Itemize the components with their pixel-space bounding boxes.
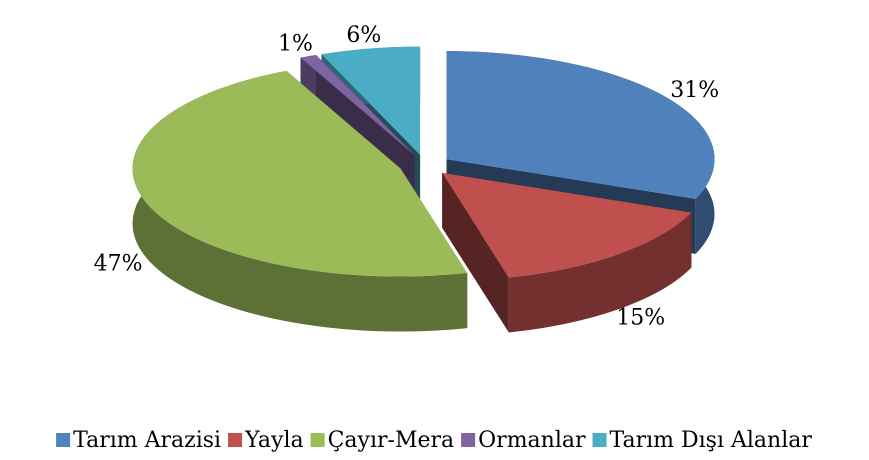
legend-label: Yayla [244,428,304,453]
data-label: 31% [670,78,719,103]
legend-label: Ormanlar [478,428,586,453]
slice-top [300,54,415,156]
slice-top [446,51,715,199]
legend-label: Tarım Dışı Alanlar [610,428,813,453]
legend-label: Çayır-Mera [328,428,455,453]
slice [442,172,692,333]
legend-swatch [461,433,476,447]
legend-swatch [592,433,607,447]
legend-label: Tarım Arazisi [73,428,221,453]
data-label: 47% [94,252,143,277]
slice-side [442,172,509,333]
slice [132,70,468,332]
slice-top [132,70,468,277]
data-label: 15% [616,306,665,331]
legend-swatch [56,433,71,447]
data-label: 1% [278,31,313,56]
slice-top [442,172,692,278]
data-label: 6% [346,23,381,48]
legend-swatch [310,433,325,447]
slice-top [321,46,421,155]
legend-swatch [228,433,243,447]
slice-wall [508,212,692,333]
